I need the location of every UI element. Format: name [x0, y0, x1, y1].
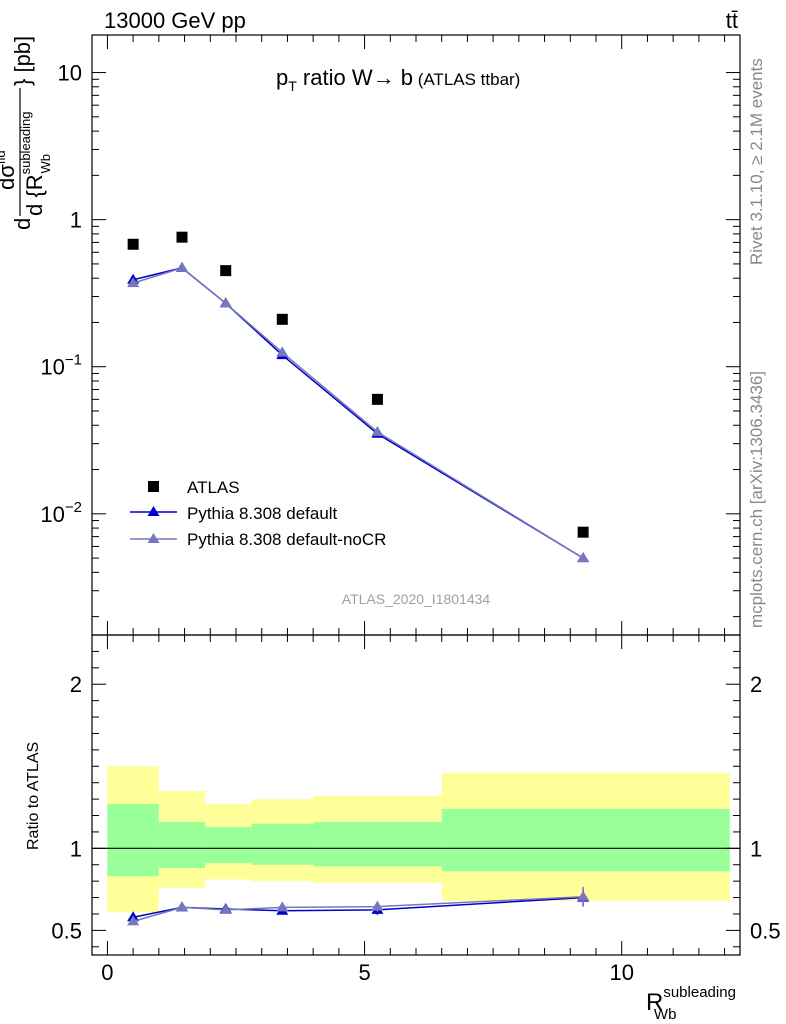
ratio-mc-point [219, 903, 232, 914]
ratio-series-line [132, 895, 584, 923]
legend: ATLAS Pythia 8.308 default Pythia 8.308 … [130, 478, 386, 549]
legend-marker-pythia-default [147, 506, 160, 516]
ratio-ytick-label-left: 1 [70, 836, 82, 861]
main-mc-point [127, 277, 140, 288]
legend-label-atlas: ATLAS [187, 478, 240, 497]
main-data-point [577, 526, 589, 538]
main-ytick-label: 10−2 [40, 499, 82, 527]
main-ytick-label: 10 [58, 61, 82, 86]
ratio-band-inner [251, 823, 314, 865]
rivet-label: Rivet 3.1.10, ≥ 2.1M events [747, 58, 766, 265]
svg-text:dσfid: dσfid [0, 150, 19, 190]
ratio-band-inner [313, 822, 442, 867]
main-data-point [127, 238, 139, 250]
ratio-mc-point [577, 890, 590, 901]
main-mc-point [219, 297, 232, 308]
main-mc-point [577, 552, 590, 563]
ratio-ticks: 0 5 10 2 2 1 1 0.5 0.5 [51, 634, 781, 985]
legend-item-pythia-nocr: Pythia 8.308 default-noCR [130, 530, 386, 549]
ratio-mc-point [127, 915, 140, 926]
ratio-mc-point [371, 900, 384, 911]
main-title: pT ratio W→ b (ATLAS ttbar) [276, 65, 520, 94]
ratio-xtick-label: 0 [101, 960, 113, 985]
ratio-frame [91, 634, 741, 956]
mcplots-label: mcplots.cern.ch [arXiv:1306.3436] [747, 371, 766, 628]
process-label: tt̄ [726, 8, 738, 33]
legend-item-atlas: ATLAS [148, 478, 240, 497]
ratio-ytick-label-left: 2 [70, 672, 82, 697]
ratio-bands [92, 766, 740, 913]
main-mc-point [176, 261, 188, 272]
main-ytick-label: 1 [70, 208, 82, 233]
energy-label: 13000 GeV pp [104, 8, 246, 33]
ratio-ytick-label-right: 0.5 [750, 918, 781, 943]
legend-label-pythia-nocr: Pythia 8.308 default-noCR [187, 530, 386, 549]
ratio-series [127, 886, 590, 926]
legend-label-pythia-default: Pythia 8.308 default [187, 504, 338, 523]
ratio-band-inner [107, 804, 159, 877]
ratio-panel: 0 5 10 2 2 1 1 0.5 0.5 Ratio to ATLAS Rsubleadin… [25, 634, 781, 1023]
ratio-xtick-label: 5 [358, 960, 370, 985]
main-data-point [176, 231, 188, 243]
ratio-xtick-label: 10 [609, 960, 633, 985]
ratio-ylabel: Ratio to ATLAS [25, 742, 42, 850]
xlabel: Rsubleading Wb [646, 984, 736, 1023]
svg-text:} [pb]: } [pb] [10, 36, 35, 86]
ratio-mc-point [176, 901, 188, 912]
main-data-point [371, 393, 383, 405]
main-ytick-label: 10−1 [40, 352, 82, 380]
main-mc-point [276, 346, 289, 357]
ratio-ytick-label-left: 0.5 [51, 918, 82, 943]
ratio-band-inner [441, 808, 730, 872]
main-data-point [220, 265, 232, 277]
ratio-ytick-label-right: 2 [750, 672, 762, 697]
main-ylabel: d dσfid d {Rsubleading Wb } [pb] [0, 36, 53, 230]
analysis-id: ATLAS_2020_I1801434 [342, 591, 491, 607]
ratio-ytick-label-right: 1 [750, 836, 762, 861]
legend-marker-pythia-nocr [147, 533, 160, 543]
ratio-band-inner [205, 827, 252, 864]
main-ticks: 10 1 10−1 10−2 [40, 35, 740, 635]
main-series-line [132, 267, 584, 559]
ratio-band-inner [158, 822, 206, 869]
legend-marker-atlas [148, 481, 159, 492]
legend-item-pythia-default: Pythia 8.308 default [130, 504, 338, 523]
main-data-point [276, 313, 288, 325]
main-mc-point [371, 425, 384, 436]
ratio-mc-point [276, 901, 289, 912]
main-series [127, 231, 590, 563]
svg-text:d: d [10, 218, 35, 230]
